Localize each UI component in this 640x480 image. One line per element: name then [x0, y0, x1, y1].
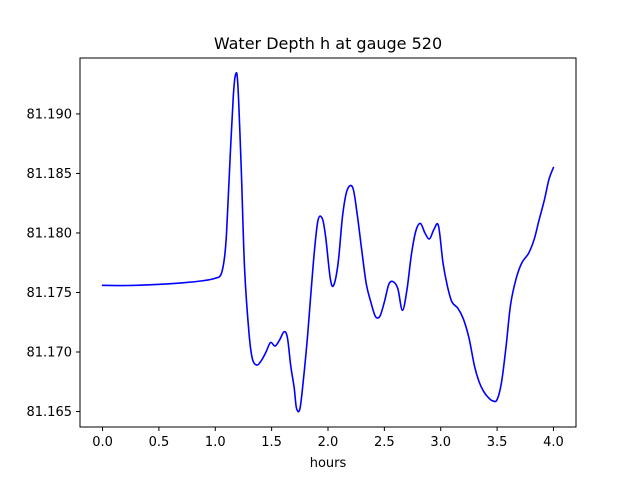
series-line-0 [101, 71, 555, 413]
x-axis-label: hours [310, 456, 347, 471]
y-tick-label: 81.190 [27, 107, 73, 122]
y-tick-label: 81.165 [27, 405, 73, 420]
x-tick-label: 2.5 [374, 435, 395, 450]
x-tick-label: 3.0 [430, 435, 451, 450]
y-tick-label: 81.170 [27, 346, 73, 361]
x-tick-label: 1.0 [205, 435, 226, 450]
x-tick-label: 0.0 [92, 435, 113, 450]
x-tick-label: 0.5 [149, 435, 170, 450]
y-axis: 81.165 81.170 81.175 81.180 81.185 81.190 [27, 107, 80, 420]
series-layer [101, 71, 555, 413]
x-tick-label: 1.5 [261, 435, 282, 450]
x-tick-label: 4.0 [543, 435, 564, 450]
chart-title: Water Depth h at gauge 520 [214, 34, 442, 53]
x-axis: 0.0 0.5 1.0 1.5 2.0 2.5 3.0 3.5 4.0 [92, 427, 564, 450]
y-tick-label: 81.185 [27, 167, 73, 182]
x-tick-label: 2.0 [318, 435, 339, 450]
x-tick-label: 3.5 [487, 435, 508, 450]
y-tick-label: 81.180 [27, 226, 73, 241]
y-tick-label: 81.175 [27, 286, 73, 301]
plot-frame [79, 57, 577, 428]
